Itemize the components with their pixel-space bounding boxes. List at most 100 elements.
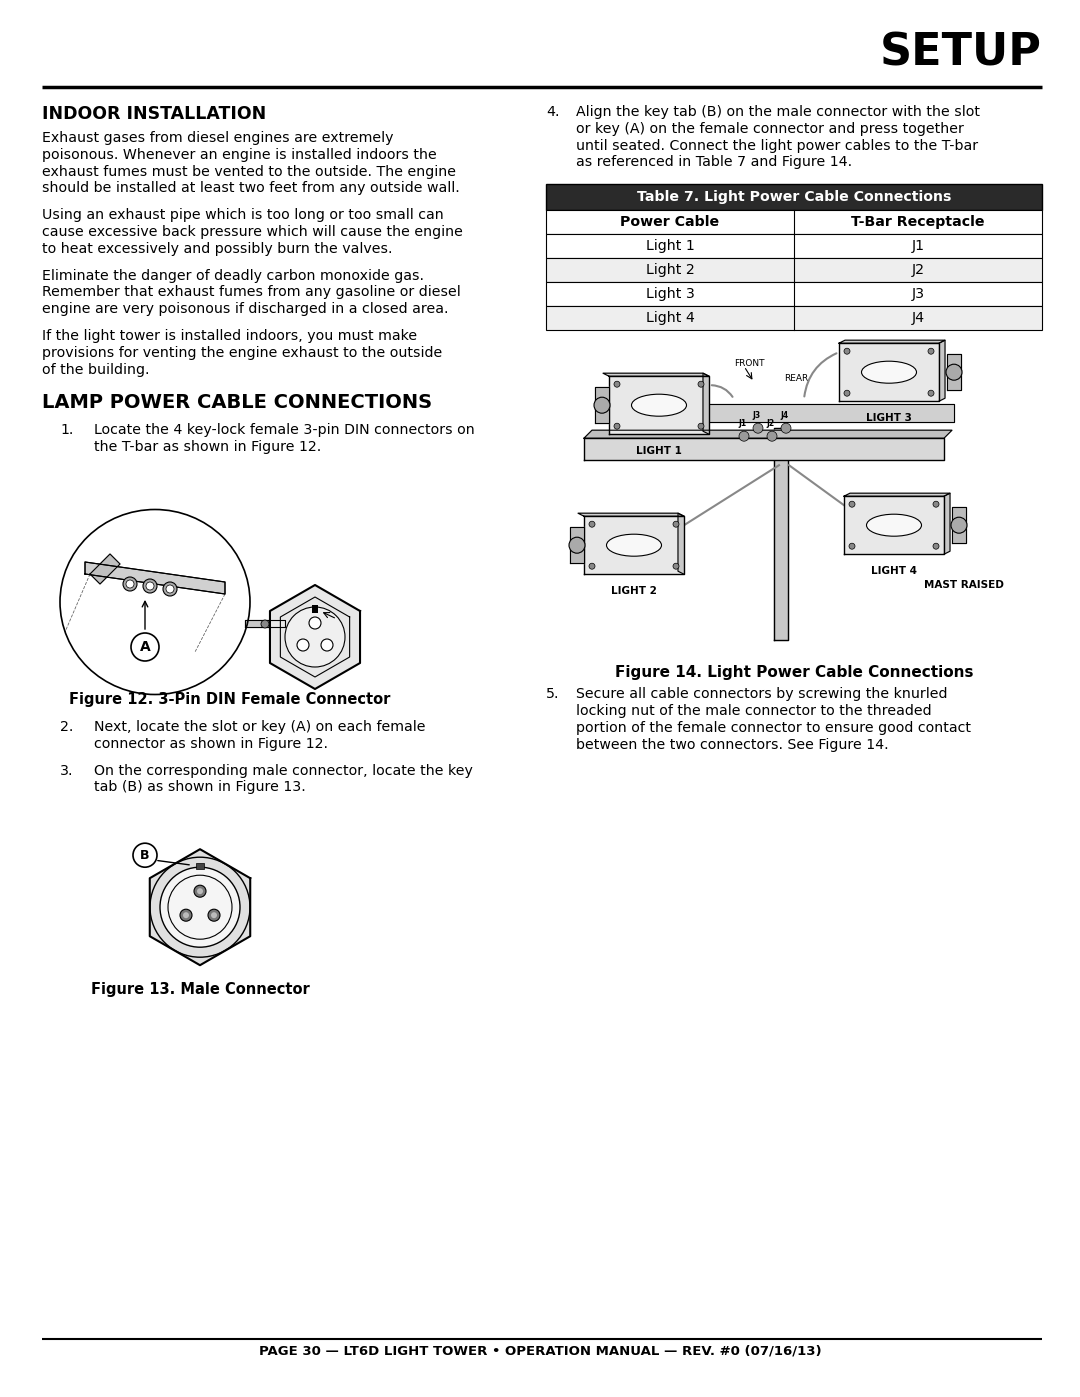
- Circle shape: [197, 888, 203, 894]
- FancyBboxPatch shape: [546, 235, 1042, 258]
- Circle shape: [211, 912, 217, 918]
- Circle shape: [146, 583, 154, 590]
- Circle shape: [569, 538, 585, 553]
- Circle shape: [698, 381, 704, 387]
- Text: 5.: 5.: [546, 687, 559, 701]
- Text: J1: J1: [912, 239, 924, 253]
- Circle shape: [849, 543, 855, 549]
- Text: Figure 14. Light Power Cable Connections: Figure 14. Light Power Cable Connections: [615, 665, 973, 680]
- Circle shape: [180, 909, 192, 921]
- FancyBboxPatch shape: [546, 184, 1042, 210]
- Text: Locate the 4 key-lock female 3-pin DIN connectors on: Locate the 4 key-lock female 3-pin DIN c…: [94, 423, 475, 437]
- Text: Align the key tab (B) on the male connector with the slot: Align the key tab (B) on the male connec…: [576, 105, 980, 119]
- Polygon shape: [245, 620, 285, 627]
- Circle shape: [673, 563, 679, 569]
- Circle shape: [321, 638, 333, 651]
- FancyBboxPatch shape: [546, 282, 1042, 306]
- Text: the T-bar as shown in Figure 12.: the T-bar as shown in Figure 12.: [94, 440, 321, 454]
- Circle shape: [933, 502, 939, 507]
- Polygon shape: [843, 496, 944, 555]
- Circle shape: [123, 577, 137, 591]
- Circle shape: [698, 423, 704, 429]
- Circle shape: [133, 844, 157, 868]
- Text: B: B: [140, 849, 150, 862]
- Text: Figure 12. 3-Pin DIN Female Connector: Figure 12. 3-Pin DIN Female Connector: [69, 692, 391, 707]
- Circle shape: [131, 633, 159, 661]
- Text: J4: J4: [912, 312, 924, 326]
- Text: MAST RAISED: MAST RAISED: [924, 580, 1004, 590]
- Text: Exhaust gases from diesel engines are extremely: Exhaust gases from diesel engines are ex…: [42, 131, 393, 145]
- Text: LIGHT 3: LIGHT 3: [866, 414, 912, 423]
- Circle shape: [297, 638, 309, 651]
- Circle shape: [739, 432, 750, 441]
- FancyBboxPatch shape: [546, 306, 1042, 330]
- Text: to heat excessively and possibly burn the valves.: to heat excessively and possibly burn th…: [42, 242, 392, 256]
- Text: Light 4: Light 4: [646, 312, 694, 326]
- Ellipse shape: [866, 514, 921, 536]
- Circle shape: [309, 617, 321, 629]
- Polygon shape: [603, 373, 708, 376]
- Circle shape: [166, 585, 174, 592]
- Text: Using an exhaust pipe which is too long or too small can: Using an exhaust pipe which is too long …: [42, 208, 444, 222]
- Text: provisions for venting the engine exhaust to the outside: provisions for venting the engine exhaus…: [42, 346, 442, 360]
- Text: J3: J3: [912, 288, 924, 302]
- Polygon shape: [570, 527, 584, 563]
- Ellipse shape: [862, 362, 917, 383]
- Circle shape: [933, 543, 939, 549]
- Text: SETUP: SETUP: [880, 32, 1042, 75]
- Polygon shape: [944, 493, 950, 555]
- Text: J2: J2: [912, 263, 924, 277]
- Text: or key (A) on the female connector and press together: or key (A) on the female connector and p…: [576, 122, 963, 136]
- Polygon shape: [85, 562, 225, 594]
- Text: Next, locate the slot or key (A) on each female: Next, locate the slot or key (A) on each…: [94, 719, 426, 733]
- Ellipse shape: [632, 394, 687, 416]
- Polygon shape: [85, 562, 225, 594]
- Circle shape: [673, 521, 679, 527]
- Text: On the corresponding male connector, locate the key: On the corresponding male connector, loc…: [94, 764, 473, 778]
- Text: Light 3: Light 3: [646, 288, 694, 302]
- Text: poisonous. Whenever an engine is installed indoors the: poisonous. Whenever an engine is install…: [42, 148, 436, 162]
- Text: Power Cable: Power Cable: [620, 215, 719, 229]
- FancyBboxPatch shape: [312, 605, 318, 613]
- Polygon shape: [270, 585, 360, 689]
- Text: 1.: 1.: [60, 423, 73, 437]
- Circle shape: [126, 580, 134, 588]
- Circle shape: [589, 521, 595, 527]
- Text: J4: J4: [780, 411, 788, 420]
- FancyBboxPatch shape: [546, 258, 1042, 282]
- Text: exhaust fumes must be vented to the outside. The engine: exhaust fumes must be vented to the outs…: [42, 165, 456, 179]
- Polygon shape: [843, 493, 950, 496]
- Polygon shape: [951, 507, 966, 543]
- Text: portion of the female connector to ensure good contact: portion of the female connector to ensur…: [576, 721, 971, 735]
- Circle shape: [951, 517, 967, 534]
- Circle shape: [928, 390, 934, 397]
- Circle shape: [615, 423, 620, 429]
- Text: REAR: REAR: [784, 374, 808, 383]
- Text: as referenced in Table 7 and Figure 14.: as referenced in Table 7 and Figure 14.: [576, 155, 852, 169]
- Text: J3: J3: [752, 411, 760, 420]
- Polygon shape: [703, 373, 708, 434]
- Circle shape: [183, 912, 189, 918]
- Circle shape: [261, 620, 269, 629]
- Text: J2: J2: [766, 419, 774, 429]
- Circle shape: [781, 423, 791, 433]
- Text: Eliminate the danger of deadly carbon monoxide gas.: Eliminate the danger of deadly carbon mo…: [42, 268, 424, 282]
- Circle shape: [160, 868, 240, 947]
- Text: If the light tower is installed indoors, you must make: If the light tower is installed indoors,…: [42, 330, 417, 344]
- Circle shape: [163, 583, 177, 597]
- Text: LAMP POWER CABLE CONNECTIONS: LAMP POWER CABLE CONNECTIONS: [42, 394, 432, 412]
- FancyBboxPatch shape: [195, 863, 204, 869]
- Text: 4.: 4.: [546, 105, 559, 119]
- Ellipse shape: [607, 534, 661, 556]
- Polygon shape: [678, 513, 684, 574]
- Polygon shape: [947, 355, 961, 390]
- Text: LIGHT 1: LIGHT 1: [636, 446, 681, 457]
- Polygon shape: [839, 341, 945, 344]
- Circle shape: [285, 608, 345, 666]
- Polygon shape: [609, 376, 708, 434]
- Text: J1: J1: [738, 419, 746, 429]
- Polygon shape: [584, 517, 684, 574]
- Text: Secure all cable connectors by screwing the knurled: Secure all cable connectors by screwing …: [576, 687, 947, 701]
- Text: until seated. Connect the light power cables to the T-bar: until seated. Connect the light power ca…: [576, 138, 978, 152]
- Circle shape: [615, 381, 620, 387]
